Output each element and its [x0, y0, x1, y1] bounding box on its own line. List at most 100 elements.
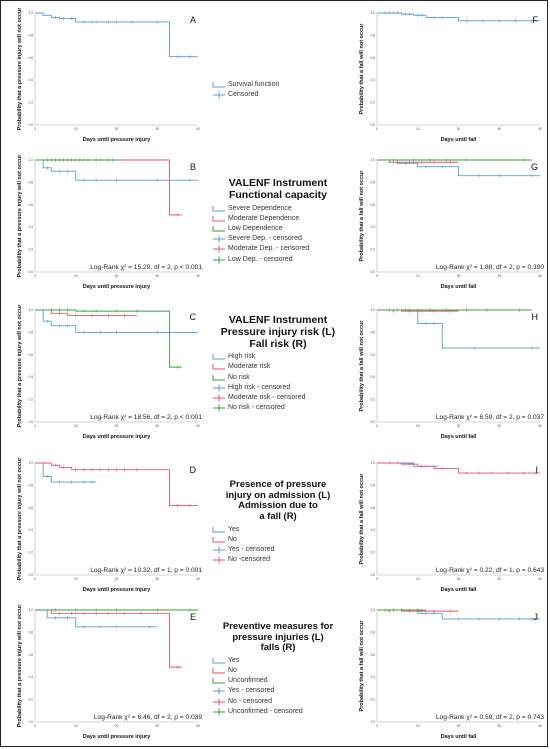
x-tick-label: 0 [376, 424, 378, 428]
legend-item-label: No risk [228, 373, 250, 381]
x-tick-label: 10 [416, 577, 420, 581]
censor-mark [188, 503, 192, 508]
y-tick-label: 0.8 [371, 483, 376, 487]
panel-letter: G [531, 162, 538, 172]
censor-mark [57, 611, 62, 615]
legend-item-label: Survival function [228, 81, 280, 88]
legend-item-label: Yes [228, 656, 240, 664]
censor-mark [82, 611, 86, 615]
censor-mark [522, 158, 526, 162]
censor-cross-icon [213, 394, 225, 402]
x-tick-label: 30 [497, 424, 501, 428]
y-tick-label: 1.0 [371, 158, 376, 162]
log-rank-stat: Log-Rank χ² = 10.32, df = 1, p = 0.001 [90, 567, 202, 574]
censor-mark [489, 471, 493, 475]
x-axis-label: Days until fall [441, 434, 477, 440]
censor-mark [391, 11, 395, 15]
log-rank-stat: Log-Rank χ² = 6.59, df = 2, p = 0.037 [436, 414, 544, 421]
censor-mark [82, 330, 86, 334]
legend-item: Moderate risk [212, 362, 344, 372]
censor-mark [530, 346, 534, 350]
x-tick-label: 30 [155, 274, 159, 278]
x-tick-label: 20 [115, 724, 119, 728]
y-tick-label: 0.4 [29, 528, 34, 532]
censor-mark [530, 617, 534, 621]
x-tick-label: 0 [376, 274, 378, 278]
y-tick-label: 1.0 [371, 608, 376, 612]
censor-mark [90, 468, 94, 472]
censor-mark [530, 19, 534, 23]
x-tick-label: 30 [497, 274, 501, 278]
y-tick-label: 0.6 [29, 506, 34, 510]
axes [34, 610, 198, 723]
censor-mark [66, 169, 70, 173]
x-axis-label: Days until fall [441, 284, 477, 290]
legend-item: Low Dep. - censored [213, 255, 344, 265]
panel-letter: I [535, 465, 538, 475]
axes [376, 310, 540, 423]
censor-mark [420, 160, 424, 164]
x-tick-label: 30 [155, 724, 159, 728]
censor-mark [70, 480, 74, 484]
censor-mark [45, 166, 49, 170]
censor-mark [70, 17, 74, 21]
legend-item-label: Unconfirmed [228, 677, 268, 685]
censor-mark [74, 608, 78, 612]
censor-mark [465, 471, 469, 475]
censor-mark [481, 19, 485, 23]
censor-mark [534, 471, 538, 475]
legend-item: No [212, 666, 344, 676]
censor-mark [456, 617, 461, 621]
y-tick-label: 1.0 [29, 461, 34, 465]
legend-item: Survival function [212, 80, 344, 90]
x-tick-label: 20 [457, 724, 461, 728]
censor-mark [53, 15, 57, 20]
censor-mark [57, 311, 62, 315]
legend-item: Low Dependence [212, 224, 344, 234]
censor-mark [383, 11, 387, 15]
legend-item-label: High risk - censored [228, 383, 291, 391]
x-tick-label: 10 [416, 724, 420, 728]
censor-mark [176, 665, 180, 669]
legend-item: Yes - censored [213, 686, 344, 696]
x-tick-label: 10 [416, 127, 420, 131]
censor-mark [94, 20, 98, 24]
legend-item-label: Yes - censored [228, 545, 275, 553]
axes [376, 160, 540, 273]
survival-curve [35, 462, 198, 507]
censor-mark [57, 169, 62, 173]
censor-mark [428, 308, 432, 312]
log-rank-stat: Log-Rank χ² = 18.56, df = 2, p < 0.001 [90, 414, 202, 421]
y-tick-label: 0.4 [29, 675, 34, 679]
y-tick-label: 0.8 [29, 33, 34, 37]
y-axis-label: Probability that a pressure injury will … [17, 154, 23, 278]
y-tick-label: 0.8 [371, 180, 376, 184]
axes [34, 310, 198, 423]
legend-block: VALENF Instrument Pressure injury risk (L… [212, 314, 344, 413]
x-tick-label: 40 [538, 724, 542, 728]
step-line-icon [212, 225, 225, 232]
legend-item-label: Moderate Dep. - censored [228, 245, 310, 253]
censor-mark [420, 13, 424, 17]
x-tick-label: 10 [74, 274, 78, 278]
log-rank-stat: Log-Rank χ² = 0.22, df = 1, p = 0.643 [436, 567, 544, 574]
censor-mark [82, 309, 86, 313]
step-line-icon [212, 82, 225, 88]
censor-mark [45, 158, 49, 162]
step-line-icon [212, 215, 225, 222]
log-rank-stat: Log-Rank χ² = 1.88, df = 2, p = 0.390 [436, 264, 544, 271]
censor-mark [98, 158, 102, 162]
censor-mark [94, 608, 98, 612]
censor-mark [114, 330, 119, 334]
y-axis-label: Probability that a fall will not occur [359, 23, 365, 115]
axes [34, 160, 198, 273]
survival-curve [377, 462, 540, 474]
legend-item: No risk - censored [213, 403, 344, 413]
censor-mark [176, 503, 180, 508]
censor-mark [408, 462, 412, 466]
legend-title: Functional capacity [228, 188, 328, 201]
step-line-icon [212, 678, 225, 684]
legend-item: Moderate Dep. - censored [213, 244, 344, 254]
censor-mark [432, 321, 436, 326]
